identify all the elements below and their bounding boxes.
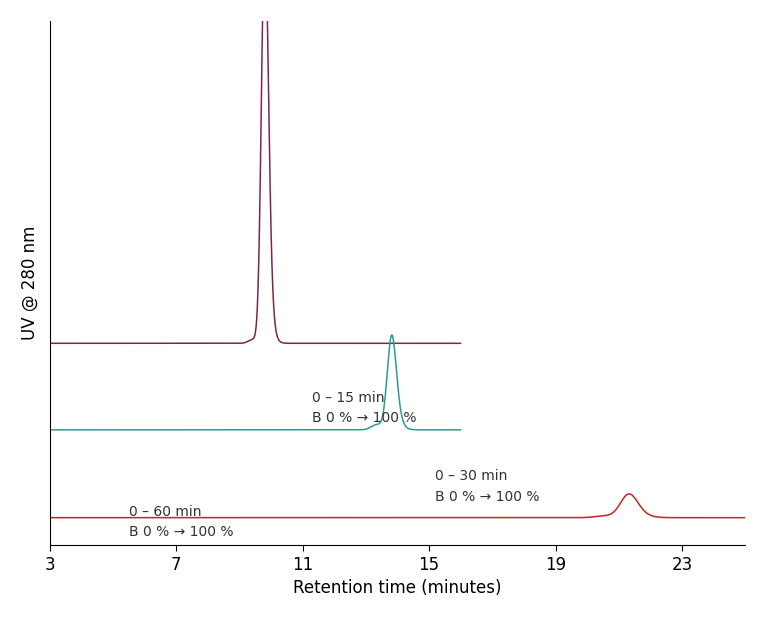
Y-axis label: UV @ 280 nm: UV @ 280 nm — [21, 226, 39, 340]
Text: 0 – 60 min
B 0 % → 100 %: 0 – 60 min B 0 % → 100 % — [129, 504, 234, 539]
Text: 0 – 30 min
B 0 % → 100 %: 0 – 30 min B 0 % → 100 % — [436, 469, 540, 504]
Text: 0 – 15 min
B 0 % → 100 %: 0 – 15 min B 0 % → 100 % — [313, 391, 417, 425]
X-axis label: Retention time (minutes): Retention time (minutes) — [293, 579, 502, 597]
